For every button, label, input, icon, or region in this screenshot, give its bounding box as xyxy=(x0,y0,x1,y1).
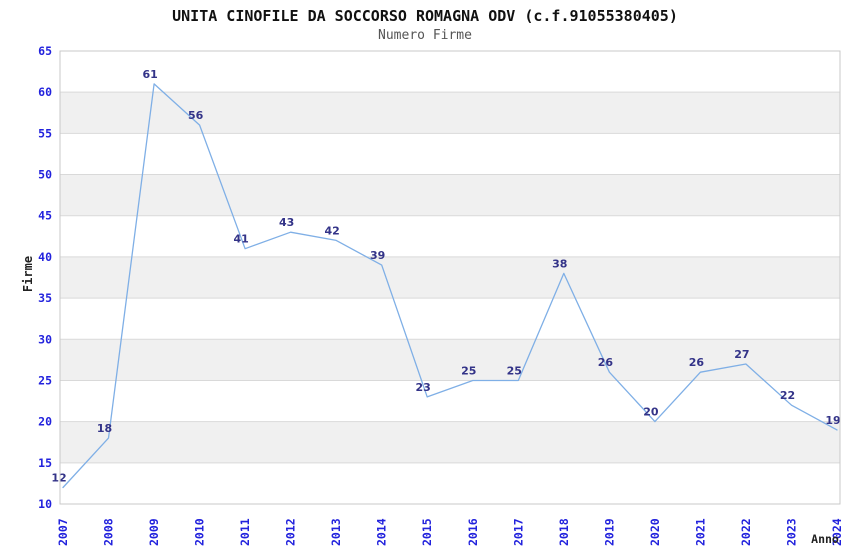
plot-band xyxy=(60,339,840,381)
data-point-label: 25 xyxy=(461,365,476,378)
y-tick-label: 55 xyxy=(38,126,52,140)
plot-band xyxy=(60,174,840,216)
data-point-label: 43 xyxy=(279,216,294,229)
x-tick-label: 2010 xyxy=(193,518,207,546)
data-point-label: 23 xyxy=(416,381,431,394)
x-axis-title: Anno xyxy=(811,532,839,546)
data-point-label: 27 xyxy=(734,348,749,361)
plot-band xyxy=(60,421,840,463)
y-tick-label: 20 xyxy=(38,415,52,429)
x-tick-label: 2020 xyxy=(648,518,662,546)
y-tick-label: 15 xyxy=(38,456,52,470)
x-tick-label: 2009 xyxy=(147,518,161,546)
y-tick-label: 65 xyxy=(38,44,52,58)
data-point-label: 22 xyxy=(780,389,795,402)
x-tick-label: 2015 xyxy=(420,518,434,546)
data-point-label: 26 xyxy=(689,356,705,369)
chart-title: UNITA CINOFILE DA SOCCORSO ROMAGNA ODV (… xyxy=(172,7,678,25)
x-tick-label: 2014 xyxy=(375,518,389,546)
data-point-label: 61 xyxy=(142,68,157,81)
data-point-label: 25 xyxy=(507,365,522,378)
x-tick-label: 2016 xyxy=(466,518,480,546)
y-tick-label: 50 xyxy=(38,168,52,182)
x-tick-label: 2013 xyxy=(329,518,343,546)
y-tick-label: 60 xyxy=(38,85,52,99)
data-point-label: 41 xyxy=(233,233,248,246)
data-point-label: 26 xyxy=(598,356,614,369)
x-tick-label: 2018 xyxy=(557,518,571,546)
data-point-label: 20 xyxy=(643,406,659,419)
data-point-label: 38 xyxy=(552,257,567,270)
plot-band xyxy=(60,256,840,299)
y-tick-label: 10 xyxy=(38,497,52,511)
x-tick-label: 2012 xyxy=(284,518,298,546)
plot-border xyxy=(59,50,841,505)
y-tick-label: 45 xyxy=(38,209,52,223)
x-tick-label: 2017 xyxy=(511,518,525,546)
data-point-label: 12 xyxy=(51,472,66,485)
x-tick-label: 2022 xyxy=(739,518,753,546)
chart-subtitle: Numero Firme xyxy=(378,28,472,43)
x-tick-label: 2023 xyxy=(785,518,799,546)
y-tick-label: 25 xyxy=(38,374,52,388)
x-tick-label: 2011 xyxy=(238,518,252,546)
data-point-label: 56 xyxy=(188,109,204,122)
x-tick-label: 2021 xyxy=(693,518,707,546)
y-tick-label: 30 xyxy=(38,332,52,346)
x-tick-label: 2008 xyxy=(102,518,116,546)
data-point-label: 18 xyxy=(97,422,112,435)
x-tick-label: 2007 xyxy=(56,518,70,546)
x-tick-label: 2024 xyxy=(830,518,844,546)
data-point-label: 19 xyxy=(825,414,840,427)
data-point-label: 39 xyxy=(370,249,385,262)
y-tick-label: 40 xyxy=(38,250,52,264)
y-tick-label: 35 xyxy=(38,291,52,305)
data-line xyxy=(62,83,838,489)
data-point-label: 42 xyxy=(325,224,340,237)
x-tick-label: 2019 xyxy=(602,518,616,546)
plot-band xyxy=(60,92,840,134)
